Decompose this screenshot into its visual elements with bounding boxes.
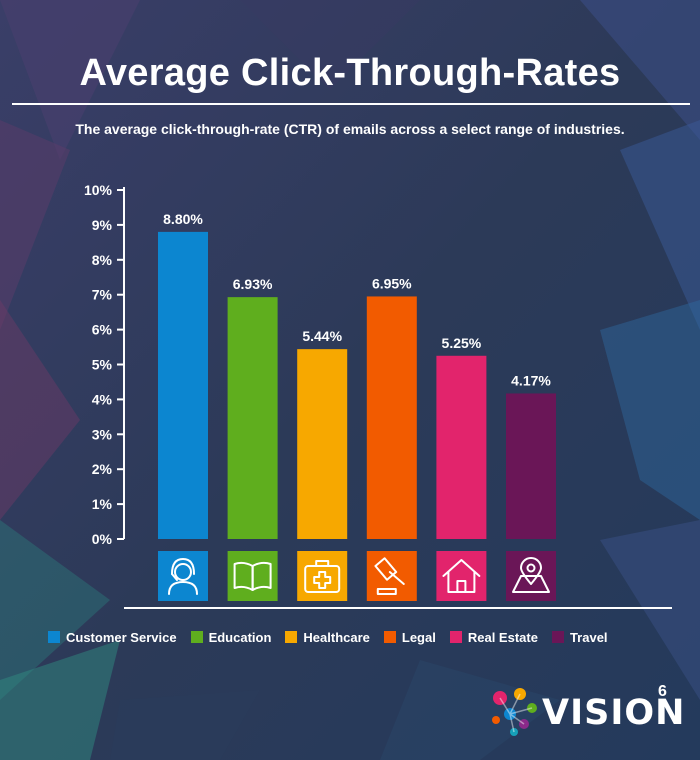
legend-label: Legal — [401, 629, 436, 645]
legend-swatch — [449, 631, 462, 643]
bars: 8.80% 6.93% 5.44% 6.95% 5.25% 4.17% — [158, 211, 556, 539]
legend-label: Healthcare — [303, 629, 370, 645]
legend-label: Customer Service — [66, 629, 177, 645]
map-pin-icon — [512, 557, 550, 593]
legend: Customer Service Education Healthcare Legal… — [48, 627, 688, 647]
y-tick-label: 3% — [92, 426, 113, 442]
bar-data-label: 4.17% — [511, 372, 551, 388]
medical-kit-icon — [304, 560, 341, 593]
legend-label: Education — [208, 629, 272, 645]
headset-icon — [168, 558, 198, 595]
legend-swatch — [48, 631, 60, 643]
legend-label: Real Estate — [467, 629, 538, 645]
bar-5 — [506, 393, 556, 539]
legend-item: Customer Service — [48, 630, 177, 645]
legend-swatch — [383, 631, 396, 643]
legend-item: Travel — [551, 629, 608, 645]
y-tick-label: 10% — [84, 182, 113, 198]
chart-title: Average Click-Through-Rates — [79, 52, 621, 94]
legend-item: Legal — [383, 629, 436, 645]
y-axis: 0% 1% 2% 3% 4% 5% 6% 7% 8% 9% 10% — [84, 182, 125, 547]
logo-wordmark: VISION — [542, 693, 686, 733]
bar-data-label: 6.93% — [233, 276, 273, 292]
gavel-icon — [374, 557, 405, 595]
category-icons — [158, 551, 556, 601]
bar-0 — [158, 231, 208, 539]
title-divider — [12, 103, 690, 105]
legend-item: Healthcare — [285, 629, 370, 645]
book-icon — [233, 561, 272, 591]
bar-3 — [366, 296, 417, 539]
bar-data-label: 5.25% — [442, 335, 482, 351]
bar-data-label: 8.80% — [163, 211, 203, 227]
chart-subtitle: The average click-through-rate (CTR) of … — [75, 121, 625, 137]
legend-swatch — [285, 631, 298, 643]
bar-4 — [436, 355, 487, 539]
bar-data-label: 6.95% — [372, 275, 412, 291]
y-tick-label: 1% — [92, 496, 113, 512]
bar-1 — [227, 297, 278, 539]
y-tick-label: 2% — [92, 461, 113, 477]
legend-label: Travel — [569, 629, 608, 645]
y-tick-label: 0% — [92, 531, 113, 547]
y-tick-label: 7% — [92, 287, 113, 303]
y-tick-label: 6% — [92, 322, 113, 338]
house-icon — [442, 559, 481, 593]
bar-2 — [297, 349, 348, 539]
legend-item: Education — [190, 629, 272, 645]
y-tick-label: 4% — [92, 391, 113, 407]
legend-swatch — [190, 631, 203, 643]
legend-item: Real Estate — [449, 629, 538, 645]
y-tick-label: 8% — [92, 252, 113, 268]
y-tick-label: 5% — [92, 357, 113, 373]
y-tick-label: 9% — [92, 217, 113, 233]
vision6-logo-mark — [492, 688, 537, 736]
bar-data-label: 5.44% — [302, 328, 342, 344]
legend-swatch — [551, 631, 564, 643]
logo-superscript: 6 — [658, 683, 667, 700]
